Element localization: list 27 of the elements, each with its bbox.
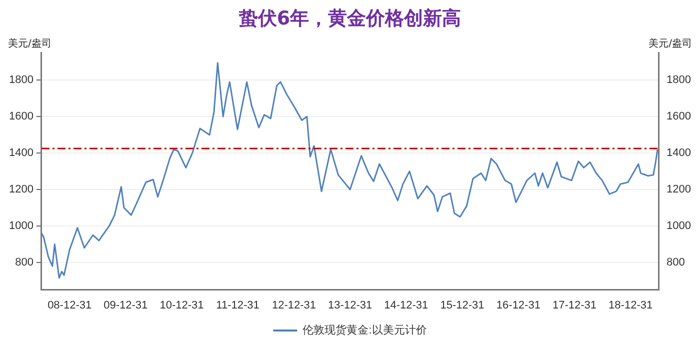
x-tick-label: 17-12-31: [552, 299, 597, 312]
x-tick-label: 12-12-31: [272, 299, 316, 312]
y2-axis-title: 美元/盎司: [648, 37, 692, 50]
x-tick-label: 15-12-31: [440, 299, 484, 312]
x-tick-label: 11-12-31: [216, 299, 260, 312]
x-tick-label: 18-12-31: [608, 299, 653, 312]
y-tick-label: 1600: [8, 110, 34, 123]
x-tick-label: 14-12-31: [384, 299, 428, 312]
y-tick-label: 1800: [8, 74, 34, 86]
y-tick-label: 1000: [8, 220, 34, 232]
y-tick-label: 1400: [8, 147, 34, 160]
x-tick-label: 13-12-31: [328, 299, 372, 312]
y2-tick-label: 1400: [666, 147, 692, 160]
x-tick-label: 16-12-31: [496, 299, 540, 312]
y2-tick-label: 1600: [666, 110, 692, 123]
y-axis-title: 美元/盎司: [8, 37, 52, 50]
y2-tick-label: 800: [666, 256, 685, 268]
x-tick-label: 10-12-31: [160, 299, 204, 312]
y-tick-label: 1200: [8, 184, 34, 196]
y2-tick-label: 1000: [666, 220, 692, 232]
x-tick-label: 09-12-31: [104, 299, 148, 312]
y2-tick-label: 1800: [666, 74, 692, 86]
x-tick-label: 08-12-31: [48, 299, 92, 312]
y-tick-label: 800: [15, 256, 34, 268]
y2-tick-label: 1200: [666, 184, 692, 196]
chart-title: 蛰伏6年，黄金价格创新高: [238, 7, 462, 30]
legend-label: 伦敦现货黄金:以美元计价: [302, 324, 427, 337]
